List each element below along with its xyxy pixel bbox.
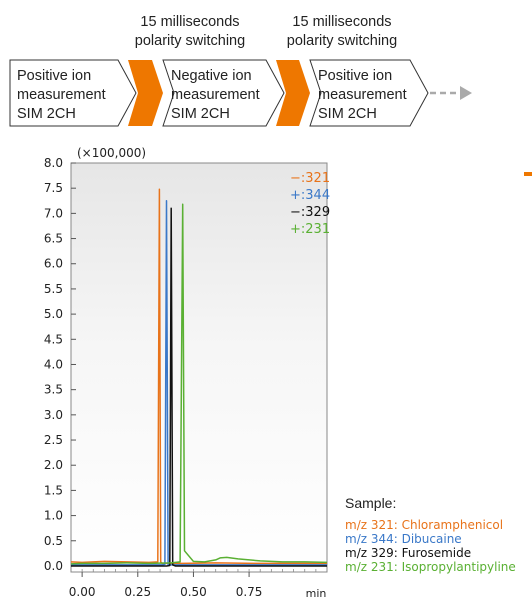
x-tick-label: 0.50 <box>180 585 207 599</box>
y-tick-label: 3.0 <box>44 408 63 422</box>
y-tick-label: 6.5 <box>44 232 63 246</box>
sample-title: Sample: <box>345 495 396 511</box>
legend: −:321 +:344 −:329 +:231 <box>290 171 330 237</box>
sample-list: Sample: m/z 321: Chloramphenicol m/z 344… <box>345 495 516 574</box>
y-tick-label: 7.0 <box>44 206 63 220</box>
box-1-line3: SIM 2CH <box>17 106 76 122</box>
y-tick-label: 5.5 <box>44 282 63 296</box>
series-layer <box>70 188 328 567</box>
box-1-line1: Positive ion <box>17 68 91 84</box>
y-tick-label: 4.0 <box>44 357 63 371</box>
box-3-line3: SIM 2CH <box>318 106 377 122</box>
y-tick-label: 5.0 <box>44 307 63 321</box>
orange-edge-mark <box>524 172 532 176</box>
chromatogram-chart: (×100,000) 0.0 0.5 1.0 1.5 2.0 2.5 3.0 3.5 4.0 4.… <box>44 146 330 600</box>
y-multiplier-label: (×100,000) <box>77 146 146 160</box>
switch-label-1-line2: polarity switching <box>135 33 245 49</box>
polarity-flow-diagram: 15 milliseconds polarity switching 15 mi… <box>9 14 472 127</box>
y-axis: 0.0 0.5 1.0 1.5 2.0 2.5 3.0 3.5 4.0 4.5 5.0 5.5 6.0 6… <box>44 156 76 573</box>
polarity-switch-1 <box>128 60 163 126</box>
y-tick-label: 2.5 <box>44 433 63 447</box>
x-axis: 0.00 0.25 0.50 0.75 min <box>69 569 328 600</box>
switch-label-2-line1: 15 milliseconds <box>292 14 391 30</box>
continuation-arrow <box>430 86 472 100</box>
y-tick-label: 8.0 <box>44 156 63 170</box>
legend-entry: +:344 <box>290 188 330 203</box>
box-2-line2: measurement <box>171 87 260 103</box>
measurement-box-3 <box>309 59 429 127</box>
plot-area <box>70 162 328 573</box>
box-2-line1: Negative ion <box>171 68 252 84</box>
series-line-3 <box>70 203 328 565</box>
y-tick-label: 6.0 <box>44 257 63 271</box>
y-tick-label: 1.0 <box>44 509 63 523</box>
polarity-switch-2 <box>276 60 310 126</box>
x-tick-label: 0.00 <box>69 585 96 599</box>
legend-entry: −:321 <box>290 171 330 186</box>
y-tick-label: 0.5 <box>44 534 63 548</box>
series-line-0 <box>70 188 327 565</box>
y-tick-label: 2.0 <box>44 458 63 472</box>
legend-entry: −:329 <box>290 205 330 220</box>
x-tick-label: 0.25 <box>124 585 151 599</box>
series-line-1 <box>71 200 327 566</box>
sample-item-furosemide: m/z 329: Furosemide <box>345 546 471 560</box>
measurement-box-2 <box>162 59 285 127</box>
switch-label-2-line2: polarity switching <box>287 33 397 49</box>
y-tick-label: 7.5 <box>44 181 63 195</box>
sample-item-isopropylantipyline: m/z 231: Isopropylantipyline <box>345 560 516 574</box>
box-3-line1: Positive ion <box>318 68 392 84</box>
box-1-line2: measurement <box>17 87 106 103</box>
y-tick-label: 4.5 <box>44 332 63 346</box>
y-tick-label: 1.5 <box>44 483 63 497</box>
box-2-line3: SIM 2CH <box>171 106 230 122</box>
measurement-box-1 <box>9 59 137 127</box>
switch-label-1-line1: 15 milliseconds <box>140 14 239 30</box>
sample-item-dibucaine: m/z 344: Dibucaine <box>345 532 462 546</box>
x-tick-label: 0.75 <box>236 585 263 599</box>
x-axis-label: min <box>306 587 327 600</box>
sample-item-chloramphenicol: m/z 321: Chloramphenicol <box>345 518 503 532</box>
y-tick-label: 3.5 <box>44 383 63 397</box>
series-line-2 <box>71 207 327 567</box>
legend-entry: +:231 <box>290 222 330 237</box>
box-3-line2: measurement <box>318 87 407 103</box>
y-tick-label: 0.0 <box>44 559 63 573</box>
